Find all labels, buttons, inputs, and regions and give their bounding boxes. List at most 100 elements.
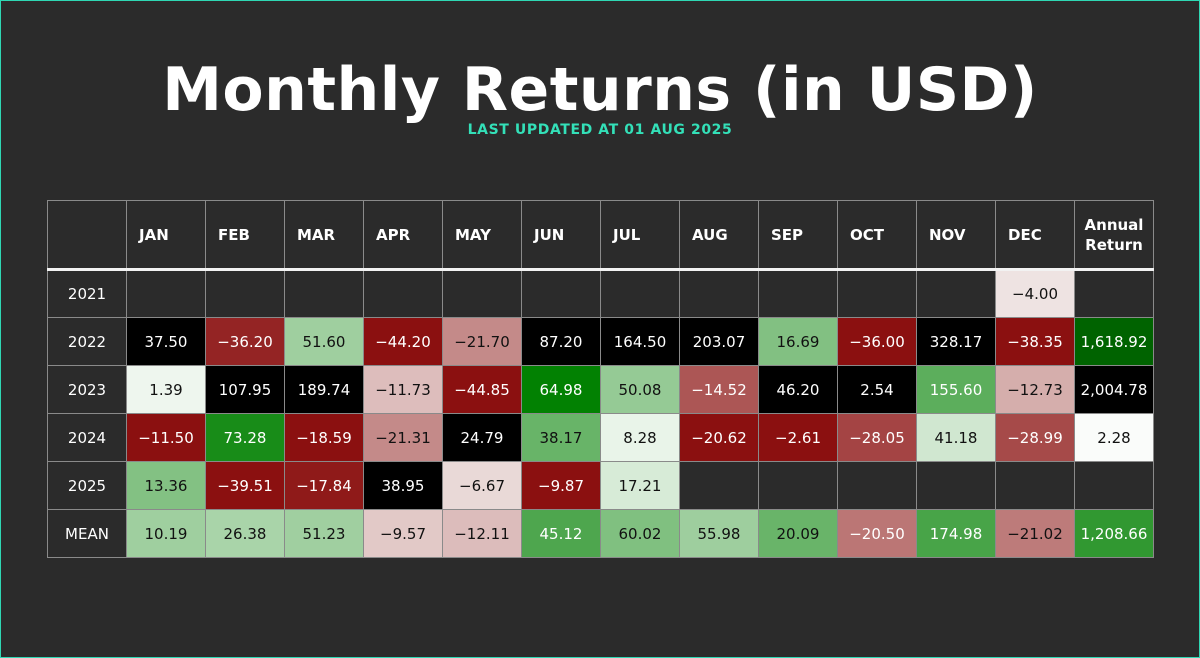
cell-2022-feb: −36.20 — [205, 317, 285, 366]
cell-2023-sep: 46.20 — [758, 365, 838, 414]
column-header-jun: JUN — [521, 200, 601, 270]
cell-2023-jan: 1.39 — [126, 365, 206, 414]
column-header-mar: MAR — [284, 200, 364, 270]
cell-2021-may — [442, 269, 522, 318]
cell-2022-may: −21.70 — [442, 317, 522, 366]
cell-2021-jun — [521, 269, 601, 318]
cell-2025-mar: −17.84 — [284, 461, 364, 510]
column-header-jul: JUL — [600, 200, 680, 270]
cell-mean-annual-return: 1,208.66 — [1074, 509, 1154, 558]
cell-2023-annual-return: 2,004.78 — [1074, 365, 1154, 414]
cell-2021-oct — [837, 269, 917, 318]
cell-2025-annual-return — [1074, 461, 1154, 510]
cell-2022-apr: −44.20 — [363, 317, 443, 366]
cell-2025-nov — [916, 461, 996, 510]
row-label-2021: 2021 — [47, 269, 127, 318]
cell-2022-nov: 328.17 — [916, 317, 996, 366]
cell-2022-jun: 87.20 — [521, 317, 601, 366]
cell-mean-may: −12.11 — [442, 509, 522, 558]
cell-2021-jan — [126, 269, 206, 318]
cell-2021-feb — [205, 269, 285, 318]
cell-2024-mar: −18.59 — [284, 413, 364, 462]
header-row: JAN FEB MAR APR MAY JUN JUL AUG SEP OCT NOV DEC Annu… — [47, 200, 1154, 270]
cell-2024-aug: −20.62 — [679, 413, 759, 462]
cell-2025-apr: 38.95 — [363, 461, 443, 510]
row-2022: 2022 37.50 −36.20 51.60 −44.20 −21.70 87.20 164… — [47, 317, 1154, 366]
cell-2022-sep: 16.69 — [758, 317, 838, 366]
cell-2025-sep — [758, 461, 838, 510]
cell-2024-oct: −28.05 — [837, 413, 917, 462]
cell-2021-aug — [679, 269, 759, 318]
cell-2021-annual-return — [1074, 269, 1154, 318]
cell-2025-feb: −39.51 — [205, 461, 285, 510]
cell-2024-apr: −21.31 — [363, 413, 443, 462]
row-label-2025: 2025 — [47, 461, 127, 510]
cell-2025-dec — [995, 461, 1075, 510]
cell-2021-apr — [363, 269, 443, 318]
cell-2023-feb: 107.95 — [205, 365, 285, 414]
column-header-sep: SEP — [758, 200, 838, 270]
cell-mean-jun: 45.12 — [521, 509, 601, 558]
cell-2021-mar — [284, 269, 364, 318]
cell-2022-jul: 164.50 — [600, 317, 680, 366]
row-2024: 2024 −11.50 73.28 −18.59 −21.31 24.79 38.17 8.2… — [47, 413, 1154, 462]
cell-2022-mar: 51.60 — [284, 317, 364, 366]
last-updated-subtitle: LAST UPDATED AT 01 AUG 2025 — [467, 122, 733, 138]
cell-mean-aug: 55.98 — [679, 509, 759, 558]
cell-2025-oct — [837, 461, 917, 510]
column-header-dec: DEC — [995, 200, 1075, 270]
cell-2023-mar: 189.74 — [284, 365, 364, 414]
cell-2021-nov — [916, 269, 996, 318]
cell-2024-may: 24.79 — [442, 413, 522, 462]
cell-2024-sep: −2.61 — [758, 413, 838, 462]
cell-mean-mar: 51.23 — [284, 509, 364, 558]
cell-2023-may: −44.85 — [442, 365, 522, 414]
cell-2021-dec: −4.00 — [995, 269, 1075, 318]
cell-2021-sep — [758, 269, 838, 318]
column-header-feb: FEB — [205, 200, 285, 270]
row-label-mean: MEAN — [47, 509, 127, 558]
cell-2024-dec: −28.99 — [995, 413, 1075, 462]
cell-2025-aug — [679, 461, 759, 510]
cell-2023-jun: 64.98 — [521, 365, 601, 414]
cell-2023-jul: 50.08 — [600, 365, 680, 414]
cell-2025-jun: −9.87 — [521, 461, 601, 510]
cell-2023-nov: 155.60 — [916, 365, 996, 414]
column-header-oct: OCT — [837, 200, 917, 270]
cell-2023-dec: −12.73 — [995, 365, 1075, 414]
cell-mean-jan: 10.19 — [126, 509, 206, 558]
row-mean: MEAN 10.19 26.38 51.23 −9.57 −12.11 45.12 60.02… — [47, 509, 1154, 558]
column-header-nov: NOV — [916, 200, 996, 270]
cell-2023-apr: −11.73 — [363, 365, 443, 414]
cell-2025-may: −6.67 — [442, 461, 522, 510]
corner-header — [47, 200, 127, 270]
column-header-jan: JAN — [126, 200, 206, 270]
cell-2021-jul — [600, 269, 680, 318]
row-2021: 2021 −4.00 — [47, 269, 1154, 318]
cell-2023-aug: −14.52 — [679, 365, 759, 414]
row-label-2023: 2023 — [47, 365, 127, 414]
cell-2025-jul: 17.21 — [600, 461, 680, 510]
row-label-2022: 2022 — [47, 317, 127, 366]
page-title: Monthly Returns (in USD) — [162, 55, 1038, 125]
column-header-apr: APR — [363, 200, 443, 270]
cell-2024-jun: 38.17 — [521, 413, 601, 462]
cell-2022-annual-return: 1,618.92 — [1074, 317, 1154, 366]
cell-2022-jan: 37.50 — [126, 317, 206, 366]
column-header-annual-return: Annual Return — [1074, 200, 1154, 270]
column-header-may: MAY — [442, 200, 522, 270]
cell-mean-apr: −9.57 — [363, 509, 443, 558]
cell-2024-jan: −11.50 — [126, 413, 206, 462]
cell-mean-dec: −21.02 — [995, 509, 1075, 558]
column-header-aug: AUG — [679, 200, 759, 270]
row-2025: 2025 13.36 −39.51 −17.84 38.95 −6.67 −9.87 17.2… — [47, 461, 1154, 510]
cell-mean-jul: 60.02 — [600, 509, 680, 558]
cell-2025-jan: 13.36 — [126, 461, 206, 510]
cell-mean-nov: 174.98 — [916, 509, 996, 558]
cell-2022-oct: −36.00 — [837, 317, 917, 366]
cell-2022-aug: 203.07 — [679, 317, 759, 366]
cell-mean-feb: 26.38 — [205, 509, 285, 558]
cell-2023-oct: 2.54 — [837, 365, 917, 414]
cell-2022-dec: −38.35 — [995, 317, 1075, 366]
cell-2024-nov: 41.18 — [916, 413, 996, 462]
